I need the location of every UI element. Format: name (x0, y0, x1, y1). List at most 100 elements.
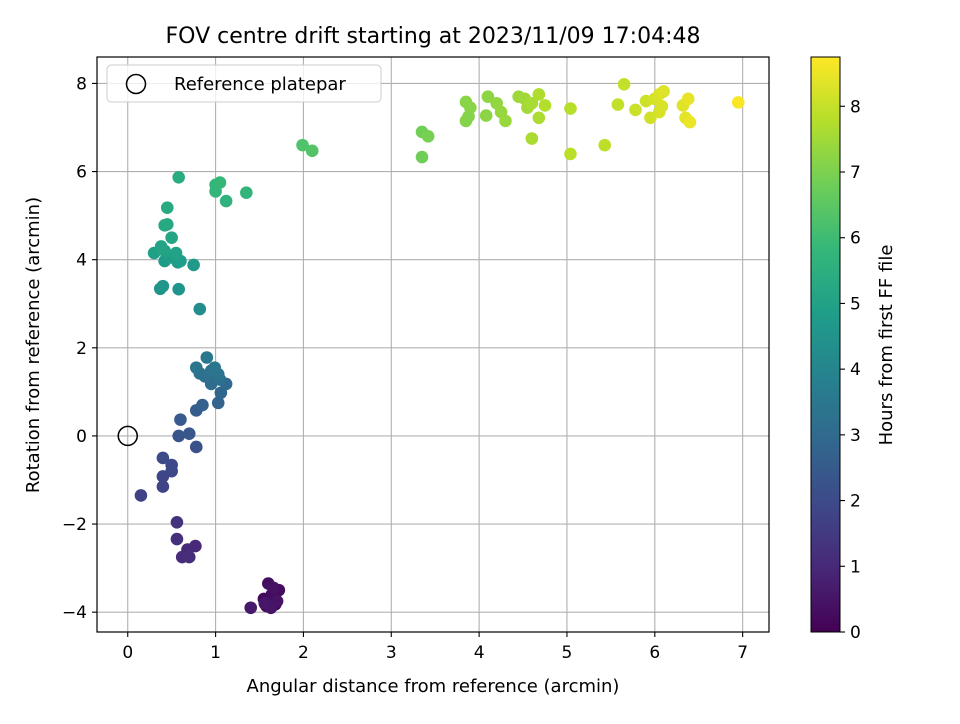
data-point (564, 147, 577, 161)
data-point (611, 98, 625, 111)
colorbar-ticks: 0 1 2 3 4 5 6 7 8 (840, 97, 861, 643)
data-point (174, 413, 187, 426)
data-point (208, 361, 222, 374)
data-point (681, 92, 695, 106)
colorbar-gradient (810, 56, 841, 633)
data-point (655, 100, 669, 113)
data-point (182, 550, 196, 564)
data-point (182, 427, 196, 441)
colorbar-tick-label: 4 (850, 360, 861, 380)
data-point (525, 132, 539, 145)
y-tick-label: 0 (76, 427, 87, 447)
data-point (479, 109, 493, 122)
x-tick-label: 6 (649, 643, 660, 663)
data-point (156, 279, 170, 293)
colorbar-tick-label: 2 (850, 492, 861, 512)
y-tick-label: 8 (76, 74, 87, 94)
reference-platepar-marker (117, 425, 138, 447)
data-point (629, 103, 642, 117)
data-point (172, 282, 185, 296)
data-point (213, 176, 227, 189)
colorbar-tick-label: 6 (850, 229, 861, 249)
data-point (187, 258, 200, 272)
x-tick-label: 2 (298, 643, 309, 663)
data-point (154, 240, 168, 253)
data-point (211, 396, 225, 410)
y-tick-label: 4 (76, 251, 87, 271)
legend: Reference platepar (106, 64, 382, 103)
colorbar: 0 1 2 3 4 5 6 7 8 Hours from first FF file (810, 56, 897, 643)
y-axis-label: Rotation from reference (arcmin) (23, 197, 44, 493)
colorbar-tick-label: 8 (850, 97, 861, 117)
y-tick-label: −4 (62, 603, 87, 623)
plot-frame (96, 56, 770, 633)
data-point (244, 601, 258, 615)
data-point (158, 219, 171, 232)
data-point (305, 144, 319, 158)
colorbar-tick-label: 7 (850, 163, 861, 183)
y-tick-label: −2 (62, 515, 87, 535)
data-point (525, 96, 539, 110)
y-tick-label: 2 (76, 339, 87, 359)
data-point (499, 114, 512, 128)
data-points (134, 78, 745, 615)
data-point (134, 489, 148, 502)
data-point (481, 90, 495, 103)
data-point (564, 102, 577, 115)
legend-box (106, 64, 382, 103)
data-point (240, 186, 253, 200)
legend-label-reference: Reference platepar (174, 74, 346, 95)
x-tick-label: 5 (562, 643, 573, 663)
legend-marker-reference (125, 73, 147, 95)
data-point (258, 597, 272, 610)
data-point (193, 302, 207, 316)
colorbar-tick-label: 3 (850, 426, 861, 446)
data-point (598, 138, 612, 152)
colorbar-tick-label: 0 (850, 623, 861, 643)
data-point (189, 440, 203, 454)
x-tick-label: 1 (210, 643, 221, 663)
data-point (532, 111, 546, 125)
data-point (172, 170, 185, 184)
data-point (267, 581, 280, 595)
data-point (296, 138, 309, 152)
data-point (189, 361, 203, 374)
data-point (532, 88, 546, 101)
y-tick-label: 6 (76, 163, 87, 183)
data-point (200, 351, 214, 364)
data-point (170, 532, 184, 546)
data-point (657, 85, 670, 98)
data-point (156, 451, 170, 465)
data-point (165, 458, 178, 472)
data-point (156, 480, 170, 493)
data-point (731, 96, 745, 109)
y-axis-ticks: −4 −2 0 2 4 6 8 (62, 74, 97, 623)
data-point (169, 246, 183, 260)
data-point (683, 115, 697, 129)
x-axis-ticks: 0 1 2 3 4 5 6 7 (122, 632, 748, 663)
data-point (196, 398, 209, 412)
x-tick-label: 7 (737, 643, 748, 663)
colorbar-label: Hours from first FF file (876, 245, 897, 446)
chart-title: FOV centre drift starting at 2023/11/09 … (166, 24, 701, 49)
x-tick-label: 0 (122, 643, 133, 663)
data-point (160, 201, 174, 214)
data-point (170, 515, 184, 529)
data-point (617, 78, 631, 91)
colorbar-tick-label: 5 (850, 294, 861, 314)
data-point (219, 194, 233, 208)
data-point (538, 99, 552, 112)
data-point (421, 130, 435, 143)
x-axis-label: Angular distance from reference (arcmin) (247, 676, 620, 697)
data-point (165, 231, 178, 244)
x-tick-label: 4 (474, 643, 485, 663)
reference-point (117, 425, 138, 447)
x-tick-label: 3 (386, 643, 397, 663)
grid-lines (97, 57, 769, 632)
colorbar-tick-label: 1 (850, 557, 861, 577)
data-point (172, 429, 185, 443)
data-point (459, 95, 473, 109)
